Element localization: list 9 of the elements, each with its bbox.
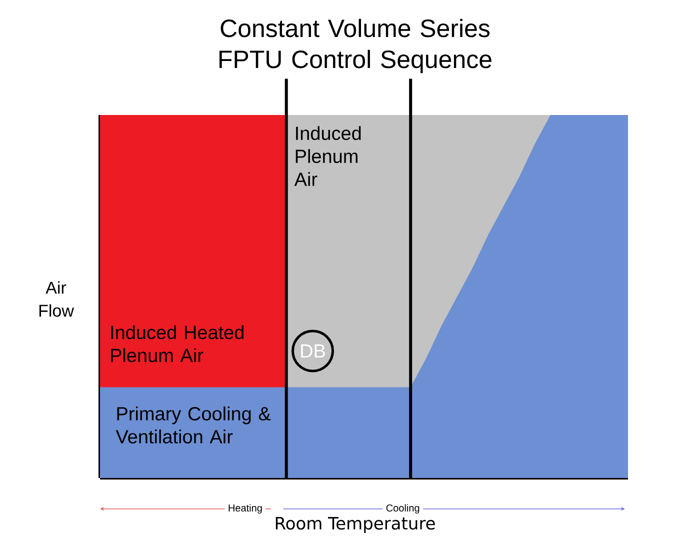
y-axis-title: Air Flow bbox=[39, 281, 74, 317]
text: Cooling bbox=[386, 504, 420, 514]
series-label: Primary Cooling & Ventilation Air bbox=[116, 406, 271, 444]
chart-title: Constant Volume Series FPTU Control Sequence bbox=[220, 18, 492, 74]
annotation: DB bbox=[301, 344, 325, 358]
series-label: Induced Plenum Air bbox=[294, 126, 361, 186]
text: Heating bbox=[228, 504, 262, 514]
x-axis-title: Room Temperature bbox=[276, 517, 435, 533]
series-label: Induced Heated Plenum Air bbox=[111, 325, 244, 362]
